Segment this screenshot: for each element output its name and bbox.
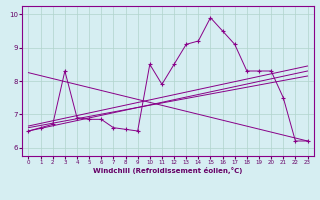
X-axis label: Windchill (Refroidissement éolien,°C): Windchill (Refroidissement éolien,°C) xyxy=(93,167,243,174)
